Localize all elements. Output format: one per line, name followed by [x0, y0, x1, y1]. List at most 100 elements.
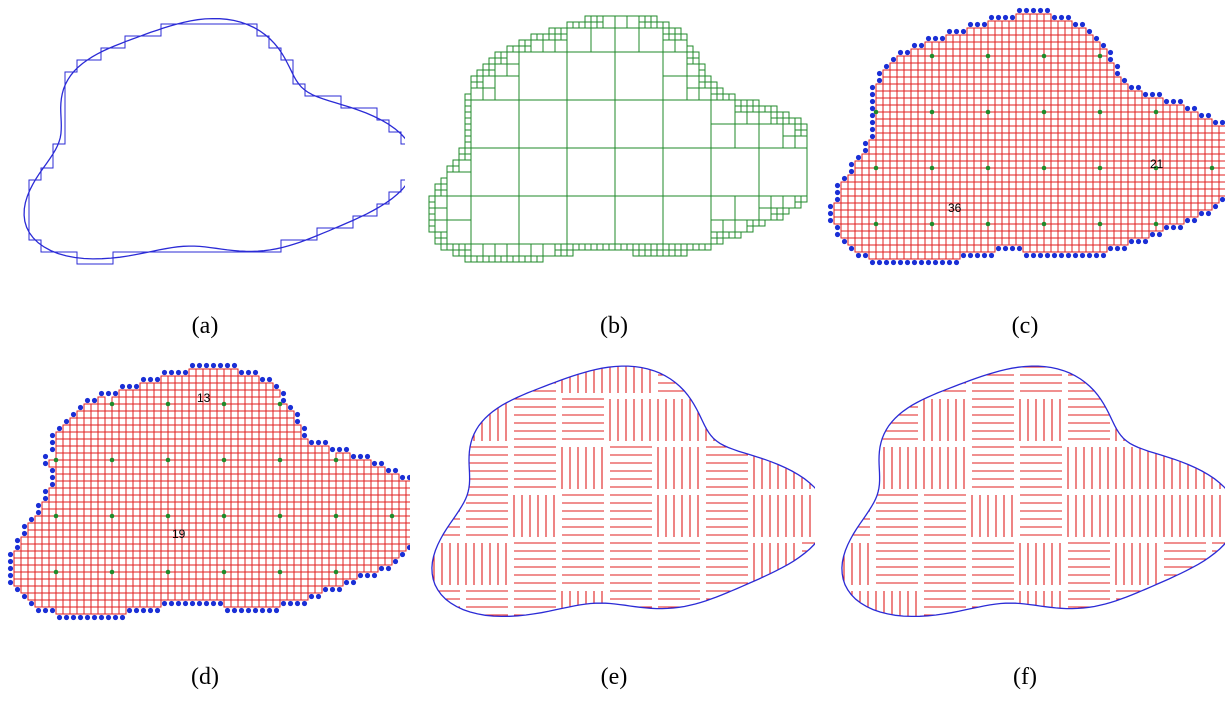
grid-cell	[195, 522, 204, 531]
grid-cell	[952, 104, 961, 113]
grid-cell	[1022, 160, 1031, 169]
quadtree-cell	[464, 249, 472, 257]
grid-cell	[314, 473, 323, 482]
grid-cell	[973, 76, 982, 85]
grid-cell	[118, 438, 127, 447]
grid-cell	[139, 494, 148, 503]
boundary-dot	[49, 474, 56, 481]
grid-cell	[62, 438, 71, 447]
grid-cell	[854, 237, 863, 246]
grid-cell	[118, 529, 127, 538]
quadtree-cell	[698, 243, 706, 251]
grid-cell	[328, 536, 337, 545]
grid-cell	[1022, 153, 1031, 162]
grid-cell	[1183, 174, 1192, 183]
grid-cell	[1001, 125, 1010, 134]
grid-cell	[272, 522, 281, 531]
grid-cell	[377, 522, 386, 531]
grid-cell	[1169, 118, 1178, 127]
grid-cell	[216, 487, 225, 496]
grid-cell	[146, 424, 155, 433]
quadtree-cell	[710, 219, 724, 233]
grid-cell	[1176, 216, 1185, 225]
grid-cell	[938, 223, 947, 232]
grid-cell	[1043, 20, 1052, 29]
grid-cell	[76, 508, 85, 517]
grid-cell	[279, 522, 288, 531]
grid-cell	[1113, 216, 1122, 225]
grid-cell	[1120, 153, 1129, 162]
grid-cell	[174, 578, 183, 587]
grid-cell	[300, 585, 309, 594]
grid-cell	[391, 501, 400, 510]
grid-cell	[910, 230, 919, 239]
grid-cell	[356, 473, 365, 482]
grid-cell	[195, 424, 204, 433]
grid-cell	[1197, 188, 1206, 197]
boundary-dot	[49, 432, 56, 439]
grid-cell	[945, 237, 954, 246]
grid-cell	[903, 209, 912, 218]
boundary-dot	[7, 558, 14, 565]
grid-cell	[370, 550, 379, 559]
boundary-dot	[1191, 105, 1198, 112]
grid-cell	[1001, 237, 1010, 246]
grid-cell	[966, 97, 975, 106]
grid-cell	[1141, 202, 1150, 211]
grid-cell	[160, 578, 169, 587]
block-count-label: 13	[197, 391, 211, 405]
grid-cell	[910, 104, 919, 113]
quadtree-cell	[488, 255, 496, 263]
grid-cell	[20, 536, 29, 545]
grid-cell	[910, 111, 919, 120]
grid-cell	[1043, 62, 1052, 71]
grid-cell	[370, 494, 379, 503]
grid-cell	[1127, 230, 1136, 239]
quadtree-cell	[440, 177, 448, 185]
grid-cell	[924, 237, 933, 246]
grid-cell	[917, 104, 926, 113]
grid-cell	[97, 424, 106, 433]
grid-cell	[230, 522, 239, 531]
quadtree-cell	[470, 87, 484, 101]
grid-cell	[1043, 139, 1052, 148]
grid-cell	[160, 389, 169, 398]
grid-cell	[41, 529, 50, 538]
boundary-dot	[350, 579, 357, 586]
grid-cell	[300, 592, 309, 601]
grid-cell	[237, 452, 246, 461]
grid-cell	[966, 34, 975, 43]
quadtree-cell	[710, 123, 736, 149]
grid-cell	[1057, 90, 1066, 99]
grid-cell	[328, 578, 337, 587]
grid-cell	[97, 494, 106, 503]
boundary-dot	[189, 600, 196, 607]
grid-cell	[167, 466, 176, 475]
grid-cell	[840, 195, 849, 204]
grid-cell	[924, 244, 933, 253]
grid-cell	[209, 375, 218, 384]
quadtree-cell	[578, 21, 586, 29]
grid-cell	[1169, 132, 1178, 141]
quadtree-cell	[758, 105, 766, 113]
grid-cell	[314, 529, 323, 538]
grid-cell	[1211, 139, 1220, 148]
grid-cell	[1008, 160, 1017, 169]
grid-cell	[1218, 132, 1225, 141]
grid-cell	[328, 550, 337, 559]
grid-cell	[917, 188, 926, 197]
grid-cell	[1057, 83, 1066, 92]
grid-cell	[1043, 209, 1052, 218]
grid-cell	[1155, 125, 1164, 134]
boundary-dot	[126, 383, 133, 390]
grid-cell	[62, 529, 71, 538]
grid-cell	[1064, 83, 1073, 92]
quadtree-cell	[668, 243, 676, 251]
grid-cell	[104, 536, 113, 545]
grid-cell	[1008, 90, 1017, 99]
grid-cell	[69, 536, 78, 545]
grid-cell	[1092, 125, 1101, 134]
boundary-dot	[841, 238, 848, 245]
grid-cell	[90, 592, 99, 601]
grid-cell	[973, 153, 982, 162]
